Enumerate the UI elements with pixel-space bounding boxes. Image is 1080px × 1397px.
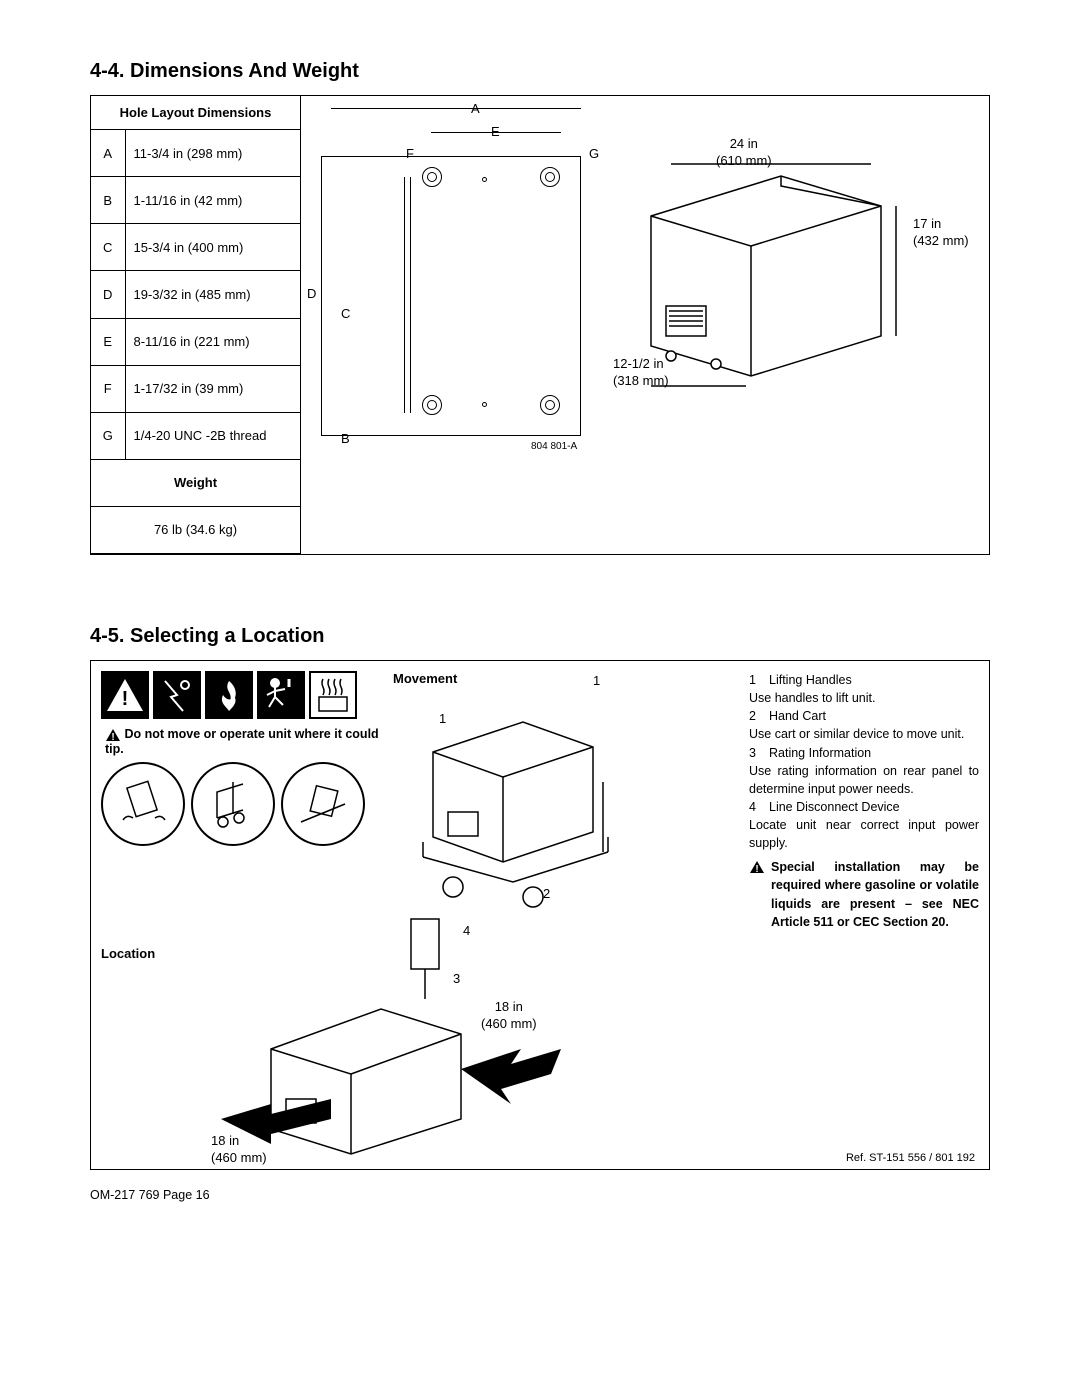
table-row: C15-3/4 in (400 mm)	[91, 224, 301, 271]
note-title: Lifting Handles	[769, 673, 852, 687]
dim-letter: G	[589, 146, 599, 163]
figure-ref: 804 801-A	[531, 440, 577, 453]
warning-triangle-icon: !	[101, 671, 149, 719]
pilot-hole-icon	[482, 402, 487, 407]
section-4-5-heading: Selecting a Location	[130, 625, 324, 647]
hole-layout-header: Hole Layout Dimensions	[91, 96, 301, 130]
note-body: Use rating information on rear panel to …	[749, 762, 979, 798]
weight-value: 76 lb (34.6 kg)	[91, 506, 301, 553]
note-title: Line Disconnect Device	[769, 800, 900, 814]
clearance-label: 18 in (460 mm)	[211, 1133, 267, 1167]
dim-val: 8-11/16 in (221 mm)	[125, 318, 301, 365]
table-row: B1-11/16 in (42 mm)	[91, 177, 301, 224]
dim-val: 19-3/32 in (485 mm)	[125, 271, 301, 318]
svg-text:!: !	[755, 864, 758, 874]
section-4-5-box: ! !	[90, 660, 990, 1170]
location-notes: 1Lifting Handles Use handles to lift uni…	[749, 671, 979, 961]
dim-key: F	[91, 365, 125, 412]
mounting-hole-icon	[540, 167, 560, 187]
section-4-5-title: 4-5. Selecting a Location	[90, 625, 990, 648]
dim-key: B	[91, 177, 125, 224]
note-number: 1	[749, 671, 769, 689]
weight-header: Weight	[91, 459, 301, 506]
callout-number: 4	[463, 923, 470, 940]
dim-val: 1/4-20 UNC -2B thread	[125, 412, 301, 459]
warning-triangle-icon: !	[749, 860, 765, 874]
tip-warning-illustration-icon	[101, 762, 185, 846]
dimension-diagram: A E F G D C B 24 in (610 mm) 17 in (432 …	[301, 96, 989, 554]
svg-text:!: !	[122, 688, 129, 710]
section-4-4-title: 4-4. Dimensions And Weight	[90, 60, 990, 83]
width-label: 24 in (610 mm)	[716, 136, 772, 170]
dim-letter: D	[307, 286, 316, 303]
section-4-4-number: 4-4.	[90, 60, 124, 82]
hole-layout-table: Hole Layout Dimensions A11-3/4 in (298 m…	[91, 96, 301, 554]
page-footer: OM-217 769 Page 16	[90, 1188, 990, 1202]
unit-clearance-icon	[181, 909, 601, 1159]
callout-number: 1	[593, 673, 600, 690]
mounting-hole-icon	[422, 167, 442, 187]
section-4-5-number: 4-5.	[90, 625, 124, 647]
fire-hazard-icon	[205, 671, 253, 719]
dim-val: 11-3/4 in (298 mm)	[125, 130, 301, 177]
note-body: Locate unit near correct input power sup…	[749, 816, 979, 852]
dim-letter: C	[341, 306, 350, 323]
note-title: Hand Cart	[769, 709, 826, 723]
table-row: D19-3/32 in (485 mm)	[91, 271, 301, 318]
location-diagram: 4 3 18 in (460 mm) 18 in (460 mm)	[181, 909, 601, 1159]
tip-warning-text: ! Do not move or operate unit where it c…	[101, 727, 381, 756]
callout-number: 3	[453, 971, 460, 988]
dim-letter: A	[471, 101, 480, 118]
dim-key: G	[91, 412, 125, 459]
clearance-label: 18 in (460 mm)	[481, 999, 537, 1033]
note-number: 4	[749, 798, 769, 816]
unit-on-cart-icon	[393, 682, 623, 912]
section-4-4-heading: Dimensions And Weight	[130, 60, 359, 82]
note-body: Use handles to lift unit.	[749, 689, 979, 707]
special-install-warning: ! Special installation may be required w…	[749, 858, 979, 931]
note-body: Use cart or similar device to move unit.	[749, 725, 979, 743]
note-title: Rating Information	[769, 746, 871, 760]
mounting-hole-icon	[540, 395, 560, 415]
electric-shock-icon	[153, 671, 201, 719]
dim-key: E	[91, 318, 125, 365]
dim-letter: B	[341, 431, 350, 448]
figure-ref: Ref. ST-151 556 / 801 192	[846, 1152, 975, 1164]
heat-waves-icon	[309, 671, 357, 719]
section-4-4-box: Hole Layout Dimensions A11-3/4 in (298 m…	[90, 95, 990, 555]
dim-val: 1-11/16 in (42 mm)	[125, 177, 301, 224]
pilot-hole-icon	[482, 177, 487, 182]
table-row: E8-11/16 in (221 mm)	[91, 318, 301, 365]
falling-hazard-icon	[257, 671, 305, 719]
table-row: G1/4-20 UNC -2B thread	[91, 412, 301, 459]
mounting-hole-icon	[422, 395, 442, 415]
dim-key: A	[91, 130, 125, 177]
tip-warning-illustration-icon	[191, 762, 275, 846]
height-label: 17 in (432 mm)	[913, 216, 969, 250]
note-number: 3	[749, 744, 769, 762]
warning-triangle-icon: !	[105, 728, 121, 742]
dim-key: C	[91, 224, 125, 271]
dim-letter: F	[406, 146, 414, 163]
depth-label: 12-1/2 in (318 mm)	[613, 356, 669, 390]
svg-text:!: !	[111, 732, 114, 742]
dim-val: 1-17/32 in (39 mm)	[125, 365, 301, 412]
callout-number: 1	[439, 711, 446, 728]
table-row: F1-17/32 in (39 mm)	[91, 365, 301, 412]
baseplate-outline	[321, 156, 581, 436]
dim-key: D	[91, 271, 125, 318]
table-row: A11-3/4 in (298 mm)	[91, 130, 301, 177]
callout-number: 2	[543, 886, 550, 903]
note-number: 2	[749, 707, 769, 725]
tip-warning-illustration-icon	[281, 762, 365, 846]
dim-val: 15-3/4 in (400 mm)	[125, 224, 301, 271]
